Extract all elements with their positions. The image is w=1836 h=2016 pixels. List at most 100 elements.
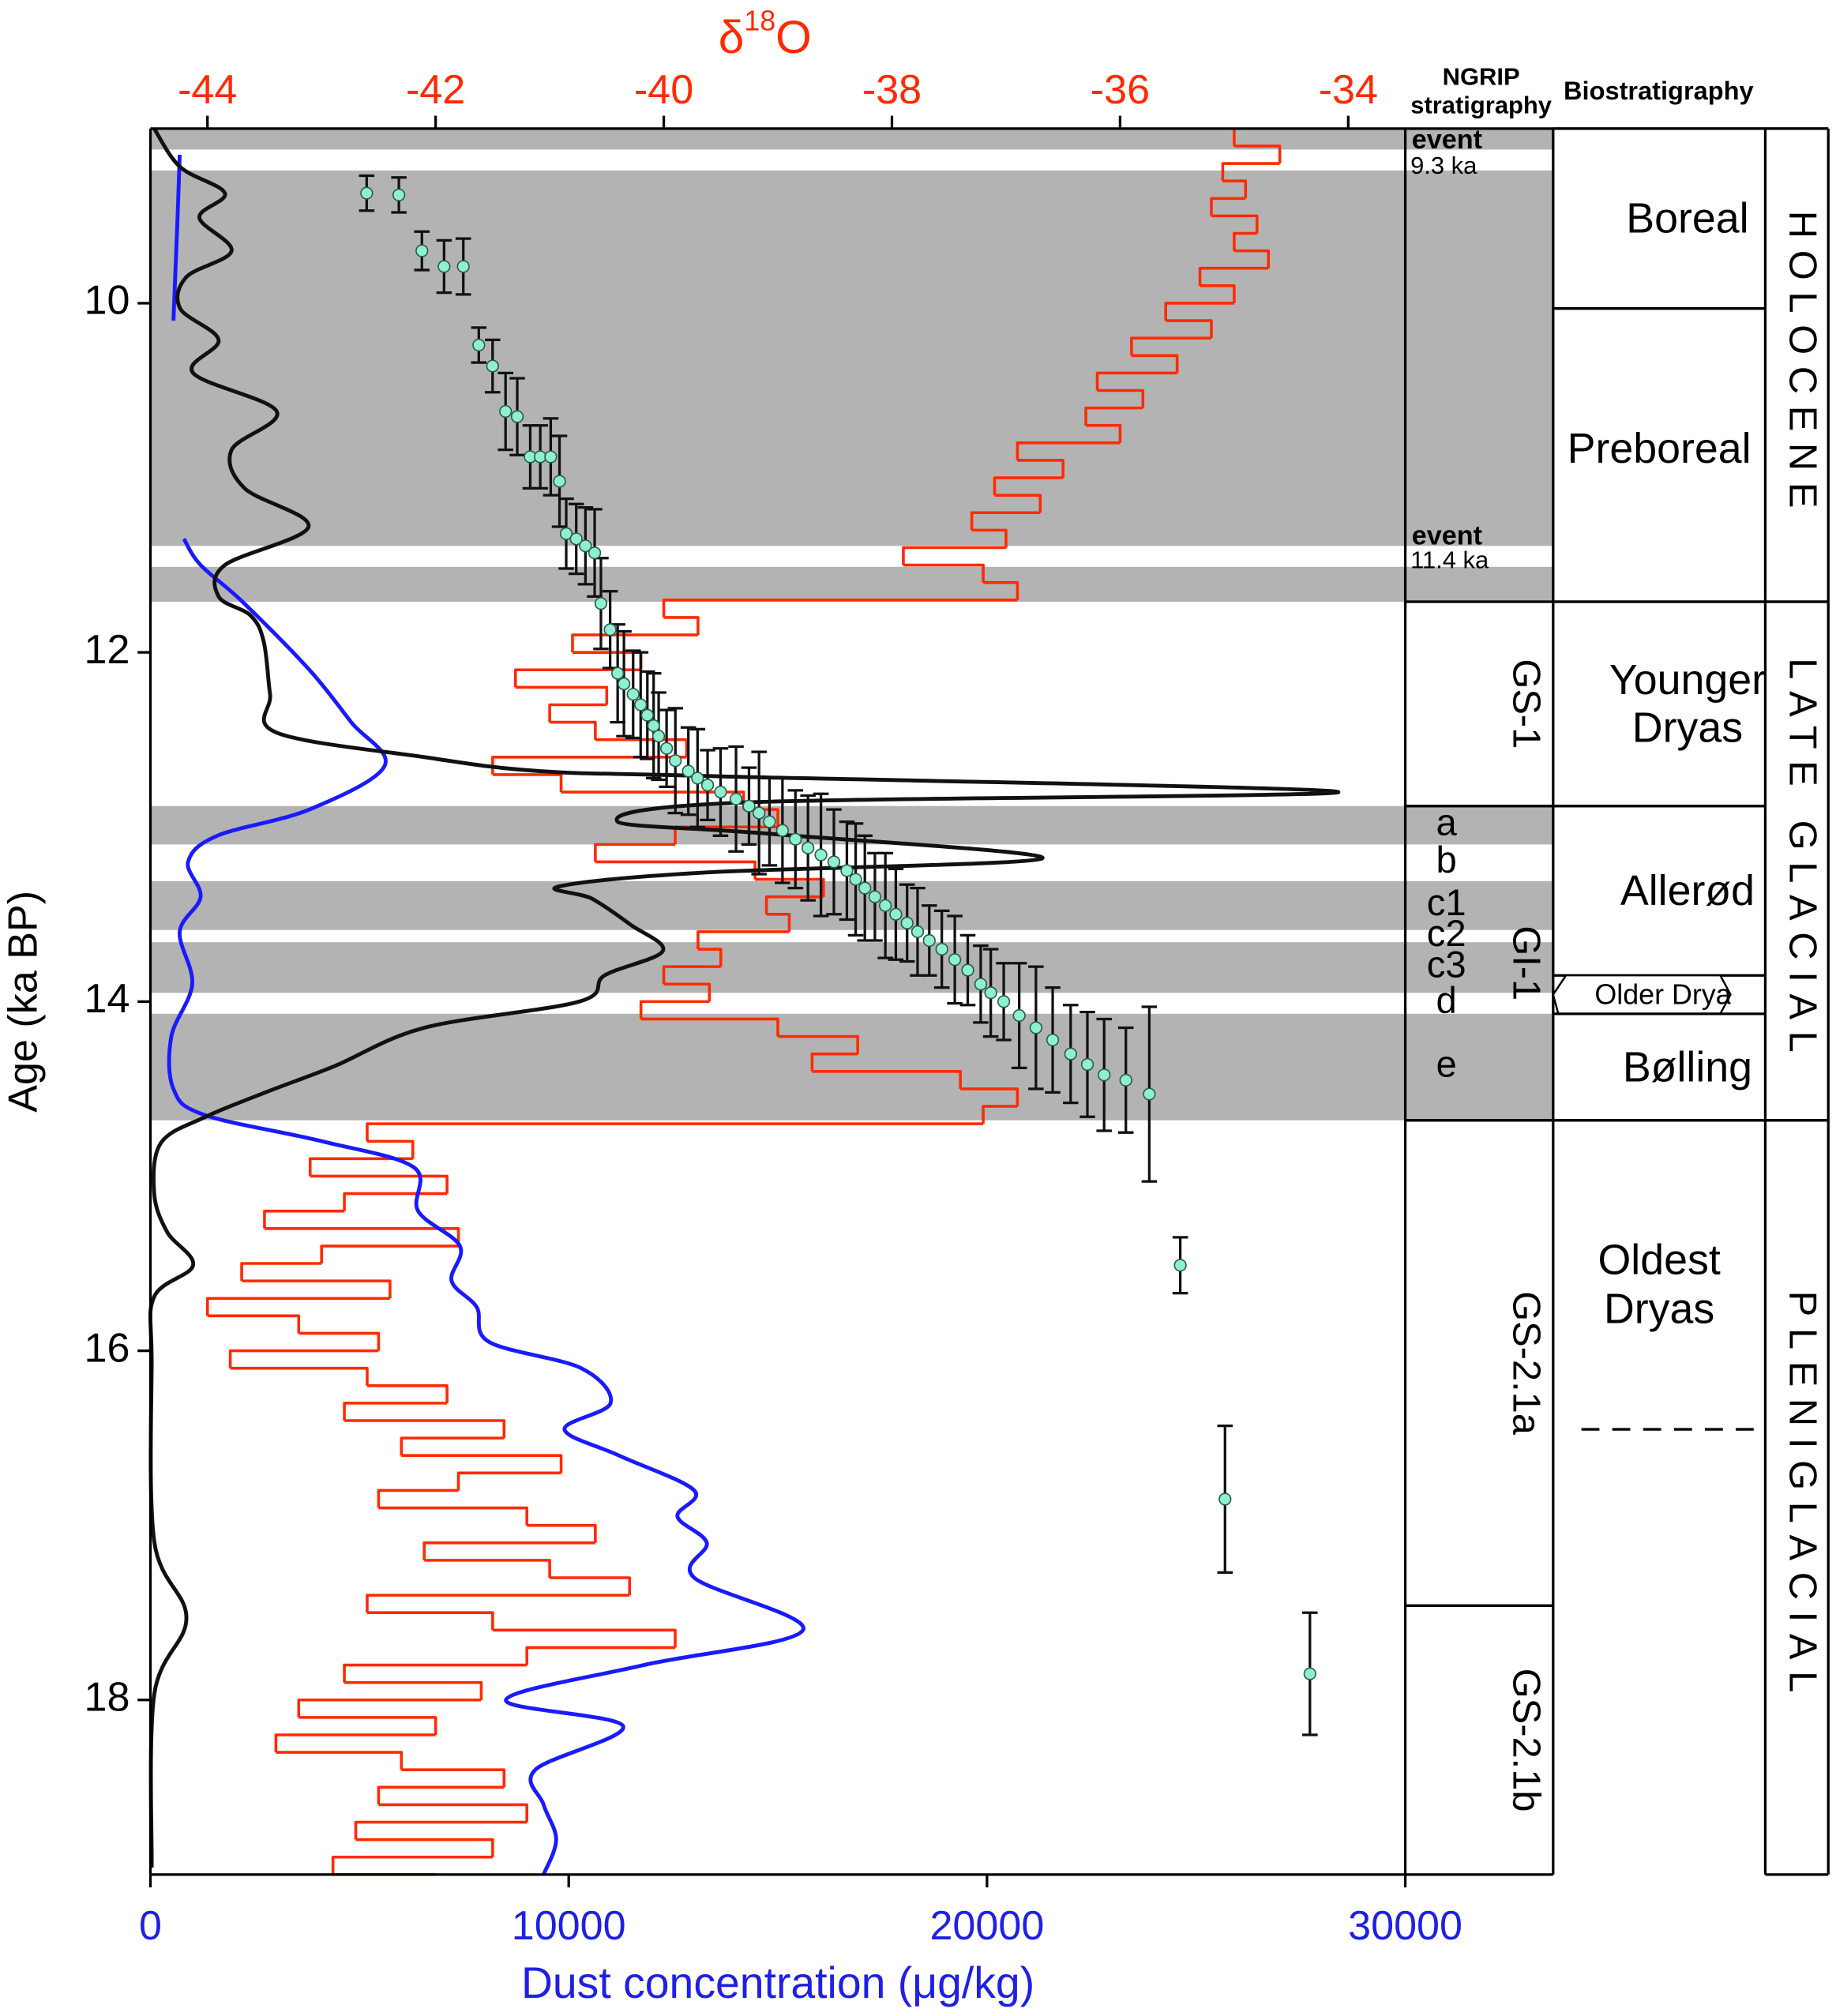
age-point [681, 764, 695, 778]
age-point [922, 933, 936, 948]
d18o-step [230, 1366, 369, 1386]
d18o-step [755, 877, 825, 897]
d18o-step [424, 1559, 551, 1578]
event-age: 9.3 ka [1410, 152, 1477, 179]
bio-zone-box: Younger Dryas [1609, 655, 1766, 752]
d18o-step [401, 1768, 506, 1788]
age-point [879, 899, 892, 912]
d18o-step [207, 1314, 301, 1334]
epoch-label: HOLOCENE [1782, 211, 1824, 520]
age-point [691, 771, 704, 785]
event-label: event [1412, 521, 1482, 551]
subzone-label: c2 [1427, 913, 1466, 955]
d18o-step [298, 1716, 437, 1735]
age-point [617, 677, 631, 691]
d18o-step [354, 1820, 528, 1840]
age-point [669, 754, 682, 768]
age-point [889, 907, 903, 921]
d18o-step [331, 1855, 493, 1875]
d18o-step [663, 616, 700, 636]
d18o-step [298, 1331, 381, 1351]
age-point [802, 841, 815, 854]
subzone-label: c3 [1427, 944, 1466, 986]
d18o-step [366, 1122, 984, 1142]
age-point [763, 815, 776, 828]
age-point [840, 864, 854, 877]
y-tick-label: 10 [84, 278, 130, 324]
x2-tick-label: -34 [1319, 67, 1378, 113]
d18o-step [1130, 336, 1211, 356]
ngrip-zone-label: GS-2.1a [1504, 1291, 1547, 1436]
age-point [974, 978, 988, 991]
age-point [700, 779, 715, 792]
d18o-step [960, 1087, 1019, 1107]
age-point [900, 916, 914, 930]
age-point [984, 986, 997, 1000]
bio-zone-label: Younger Dryas [1609, 655, 1766, 752]
d18o-step [1017, 459, 1064, 479]
d18o-step [970, 511, 1041, 531]
d18o-step [902, 546, 1006, 565]
d18o-step [1166, 319, 1213, 339]
d18o-step [764, 895, 824, 914]
ngrip-zone-label: GS-1 [1504, 659, 1547, 749]
x2-tick-label: -36 [1091, 67, 1150, 113]
d18o-step [766, 913, 791, 932]
d18o-step [525, 1646, 676, 1665]
x2-axis-label: δ18O [719, 6, 812, 64]
curve [148, 127, 1341, 1868]
band [150, 880, 1553, 930]
d18o-step [377, 1489, 459, 1508]
age-point [510, 410, 524, 423]
curve [171, 154, 182, 321]
d18o-step [983, 580, 1019, 600]
d18o-step [344, 1419, 506, 1439]
age-point [789, 832, 802, 846]
ngrip-zone-label: GI-1 [1504, 925, 1547, 1000]
bio-zone-box: Oldest Dryas [1598, 1236, 1720, 1332]
d18o-step [344, 1680, 483, 1700]
age-point [858, 881, 872, 895]
band [150, 566, 1553, 603]
band [150, 170, 1553, 546]
age-point [360, 186, 374, 200]
d18o-step [1131, 354, 1179, 374]
x2-tick-label: -40 [634, 67, 693, 113]
d18o-step [378, 1506, 529, 1526]
d18o-step [1200, 284, 1236, 303]
age-point [1218, 1492, 1232, 1506]
d18o-step [401, 1454, 563, 1474]
y-tick-label: 18 [84, 1675, 130, 1721]
x-tick-label: 20000 [929, 1903, 1044, 1949]
age-point [714, 785, 727, 799]
d18o-step [422, 1541, 595, 1560]
bio-zone-label: Preboreal [1567, 424, 1752, 472]
band [150, 942, 1553, 993]
band [150, 1013, 1553, 1121]
age-point [1064, 1047, 1077, 1061]
d18o-step [366, 1383, 449, 1403]
bio-zone-label: Bølling [1622, 1042, 1753, 1091]
bio-zone-box: Preboreal [1567, 424, 1752, 472]
d18o-step [310, 1174, 449, 1194]
d18o-step [971, 528, 1008, 548]
d18o-step [1097, 389, 1145, 408]
d18o-step [513, 668, 641, 688]
ngrip-header: NGRIP stratigraphy [1410, 64, 1553, 120]
event-label: event [1412, 125, 1482, 155]
age-point [553, 475, 566, 488]
age-point [742, 799, 756, 813]
d18o-step [662, 599, 1018, 618]
age-point [415, 244, 429, 257]
age-point [910, 925, 925, 939]
x2-label-part: δ [719, 13, 745, 64]
d18o-step [343, 1402, 448, 1421]
bio-header: Biostratigraphy [1564, 77, 1754, 105]
d18o-step [515, 685, 609, 705]
d18o-step [571, 633, 698, 653]
subzone-label: b [1436, 839, 1457, 881]
age-point [868, 890, 882, 903]
marks [148, 127, 1341, 1876]
d18o-step [274, 1733, 436, 1753]
